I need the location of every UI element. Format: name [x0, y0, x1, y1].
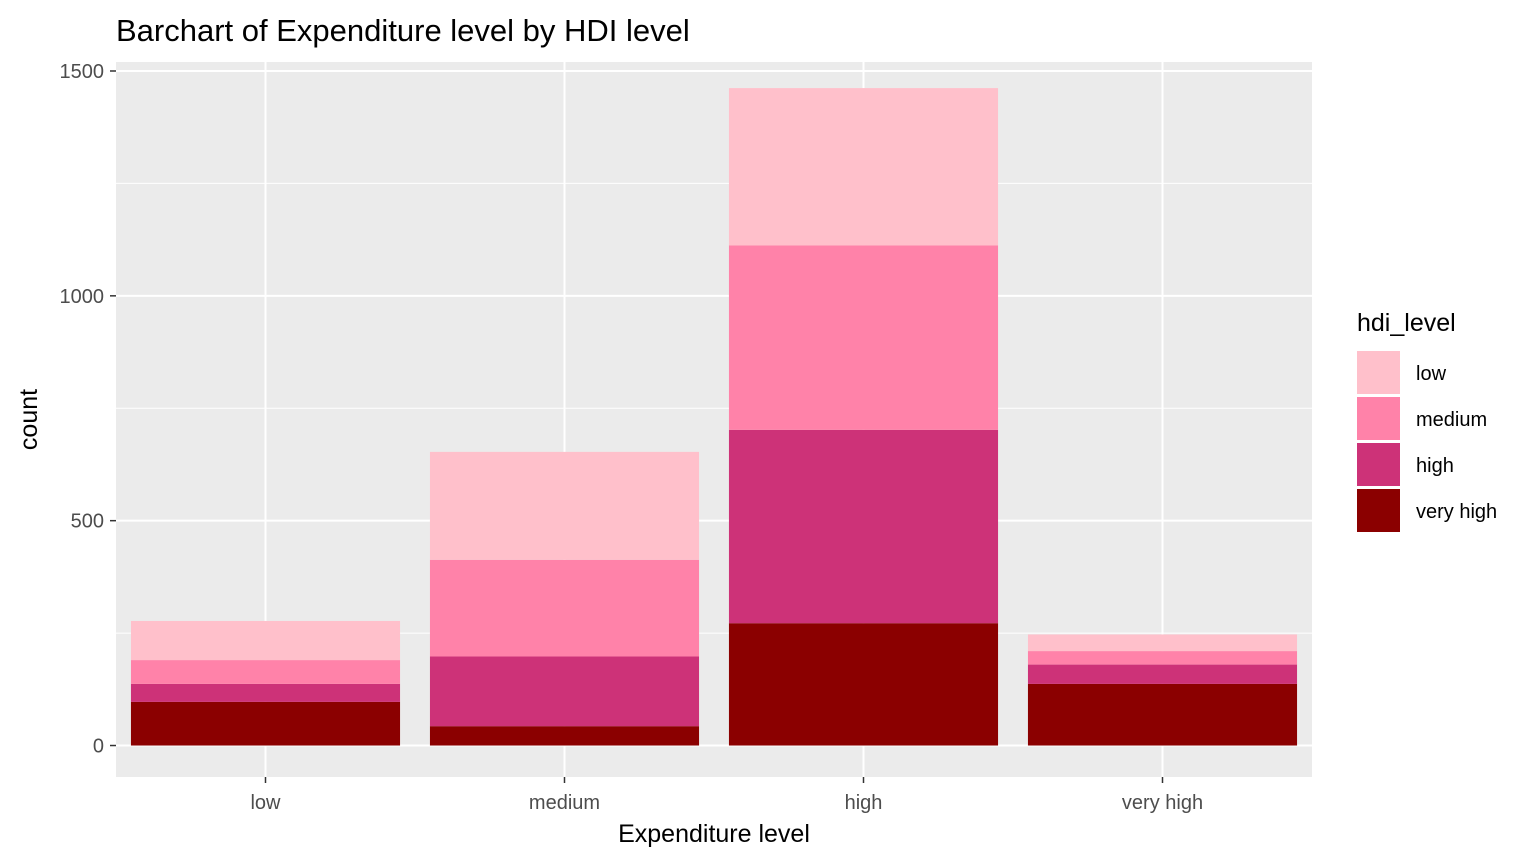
bar-segment [130, 701, 401, 746]
legend-title: hdi_level [1357, 309, 1456, 337]
x-tick-label: low [250, 792, 281, 814]
legend-swatch [1357, 397, 1400, 440]
x-tick-label: medium [529, 792, 600, 814]
chart-title: Barchart of Expenditure level by HDI lev… [116, 13, 690, 48]
bar-segment [728, 623, 999, 746]
bar-segment [429, 451, 700, 560]
bar-segment [1027, 634, 1298, 652]
y-tick-label: 1000 [60, 286, 105, 308]
legend-label: high [1416, 455, 1454, 477]
legend: hdi_level low medium high very high [1357, 309, 1497, 532]
bars [130, 88, 1298, 746]
legend-label: medium [1416, 409, 1487, 431]
bar-segment [130, 683, 401, 702]
bar-segment [130, 620, 401, 661]
y-tick-label: 1500 [60, 61, 105, 83]
legend-swatch [1357, 443, 1400, 486]
bar-segment [429, 726, 700, 746]
x-axis: low medium high very high [250, 777, 1203, 814]
x-tick-label: very high [1122, 792, 1203, 814]
bar-segment [1027, 683, 1298, 746]
bar-segment [1027, 651, 1298, 665]
y-axis-title: count [15, 389, 43, 450]
y-axis: 0 500 1000 1500 [60, 61, 116, 758]
y-tick-label: 0 [93, 736, 104, 758]
bar-segment [429, 559, 700, 657]
bar-segment [728, 88, 999, 246]
legend-swatch [1357, 489, 1400, 532]
x-axis-title: Expenditure level [618, 820, 810, 848]
bar-segment [728, 245, 999, 430]
x-tick-label: high [845, 792, 883, 814]
bar-segment [429, 656, 700, 727]
legend-swatch [1357, 351, 1400, 394]
bar-segment [130, 660, 401, 684]
bar-segment [728, 429, 999, 624]
legend-label: low [1416, 363, 1447, 385]
legend-label: very high [1416, 501, 1497, 523]
y-tick-label: 500 [71, 511, 104, 533]
bar-segment [1027, 664, 1298, 684]
